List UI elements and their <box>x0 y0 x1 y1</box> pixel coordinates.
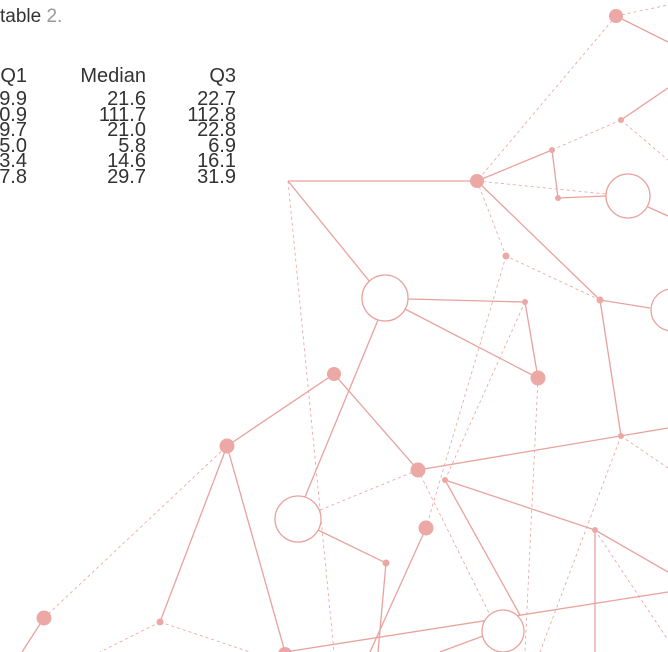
table-row: 3.4 14.6 16.1 <box>0 150 236 172</box>
table-cell: 7.8 <box>0 165 27 188</box>
table-row: 9.7 21.0 22.8 <box>0 119 236 141</box>
table-cell: 16.1 <box>197 150 236 172</box>
caption-number: 2. <box>46 6 63 27</box>
caption: table 2. <box>0 6 62 28</box>
table-cell: 112.8 <box>187 103 236 126</box>
table-cell: 5.0 <box>0 134 27 157</box>
table-row: 0.9 111.7 112.8 <box>0 103 236 126</box>
table-cell: 22.7 <box>197 88 236 110</box>
header-cell: Q3 <box>209 65 236 87</box>
table-cell: 31.9 <box>197 165 236 188</box>
table-cell: 6.9 <box>208 134 236 157</box>
table-cell: 9.9 <box>0 88 27 110</box>
header-row: Q1 Median Q3 <box>0 64 236 92</box>
edges <box>21 4 668 652</box>
table-row: 7.8 29.7 31.9 <box>0 165 236 188</box>
table-cell: 14.6 <box>107 150 146 172</box>
caption-text: table <box>0 6 47 27</box>
table-cell: 29.7 <box>107 165 146 188</box>
table-cell: 0.9 <box>0 103 27 126</box>
data-table: Q1 Median Q3 9.9 21.6 22.7 0.9 111.7 112.8 9.7 21.… <box>0 64 236 188</box>
nodes <box>36 9 668 652</box>
table-row: 5.0 5.8 6.9 <box>0 134 236 157</box>
table-row: 9.9 21.6 22.7 <box>0 88 236 110</box>
table-cell: 21.0 <box>107 119 146 141</box>
table-cell: 21.6 <box>107 88 146 110</box>
table-cell: 5.8 <box>118 134 146 157</box>
table-cell: 3.4 <box>0 150 27 172</box>
table-cell: 9.7 <box>0 119 27 141</box>
header-cell: Q1 <box>0 65 27 87</box>
table-cell: 111.7 <box>98 103 146 126</box>
header-cell: Median <box>80 65 146 87</box>
table-cell: 22.8 <box>197 119 236 141</box>
